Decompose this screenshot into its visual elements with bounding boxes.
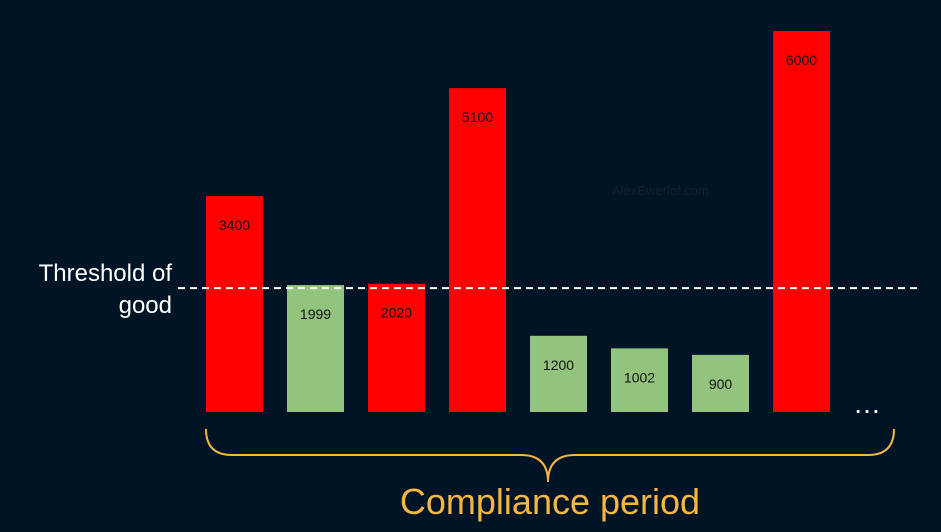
bar-value-label-2: 1999 xyxy=(300,306,331,322)
bar-value-label-7: 900 xyxy=(709,376,733,392)
bar-3 xyxy=(368,283,425,412)
watermark: AlexEwerlof.com xyxy=(612,183,709,198)
compliance-period-brace xyxy=(205,428,895,483)
bar-8 xyxy=(773,31,830,412)
continuation-ellipsis: … xyxy=(853,388,881,419)
bar-value-label-6: 1002 xyxy=(624,369,655,385)
bars-group: 3400 1999 2020 5100 1200 1002 900 6000 xyxy=(206,31,830,413)
threshold-label-line-2: good xyxy=(119,292,172,319)
threshold-label-line-1: Threshold of xyxy=(39,260,173,287)
compliance-period-label: Compliance period xyxy=(400,481,700,522)
bar-value-label-3: 2020 xyxy=(381,305,412,321)
bar-1 xyxy=(206,196,263,412)
bar-5 xyxy=(530,335,587,412)
bar-value-label-1: 3400 xyxy=(219,217,250,233)
bar-value-label-8: 6000 xyxy=(786,52,817,68)
bar-2 xyxy=(287,285,344,412)
bar-7 xyxy=(692,354,749,412)
bar-value-label-5: 1200 xyxy=(543,357,574,373)
bar-value-label-4: 5100 xyxy=(462,109,493,125)
bar-6 xyxy=(611,348,668,412)
bar-4 xyxy=(449,88,506,413)
